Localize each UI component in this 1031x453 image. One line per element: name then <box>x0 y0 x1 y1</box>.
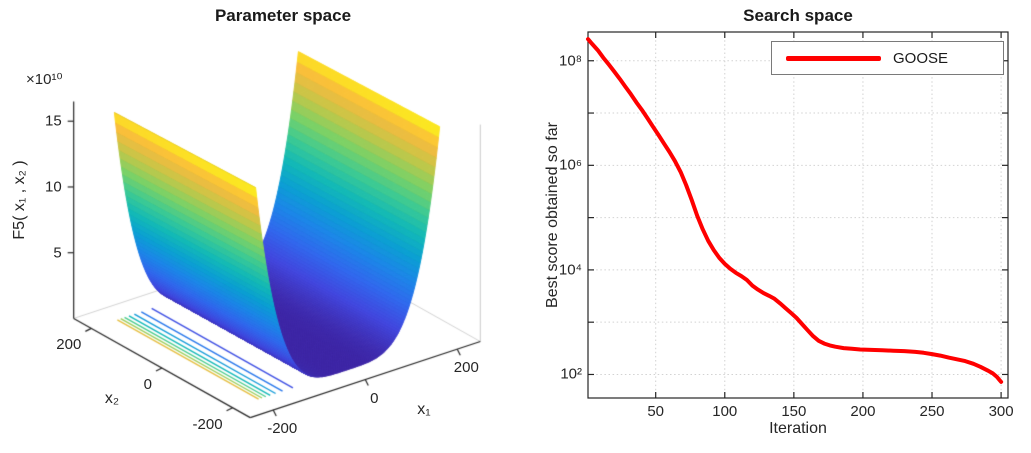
z-axis-label: F5( x₁ , x₂ ) <box>11 160 28 240</box>
legend: GOOSE <box>771 41 1004 75</box>
y-tick-label: 10² <box>560 365 582 383</box>
x1-tick-label: -200 <box>267 420 298 438</box>
search-space-plot <box>586 31 1009 399</box>
right-chart-title: Search space <box>743 6 853 25</box>
goose-convergence-line <box>586 37 1004 384</box>
y-tick-label: 10⁸ <box>558 52 582 70</box>
parameter-space-3d-plot <box>0 0 540 453</box>
legend-line-sample <box>786 55 881 61</box>
x2-axis-label: x₂ <box>104 390 120 407</box>
z-tick-label: 15 <box>44 112 62 130</box>
x-axis-label: Iteration <box>769 420 827 437</box>
x2-tick-label: 200 <box>56 336 82 354</box>
x-tick-label: 250 <box>919 403 945 420</box>
y-tick-label: 10⁴ <box>558 261 582 279</box>
x1-tick-label: 200 <box>453 359 479 377</box>
x-tick-label: 200 <box>850 403 876 420</box>
x2-tick-label: -200 <box>192 415 223 433</box>
plot-box <box>587 31 1009 399</box>
z-tick-label: 10 <box>44 178 62 196</box>
z-axis-exponent-label: ×10¹⁰ <box>26 71 63 88</box>
x-tick-label: 150 <box>781 403 807 420</box>
x-tick-label: 100 <box>712 403 738 420</box>
x-tick-label: 50 <box>647 403 665 420</box>
x-tick-label: 300 <box>988 403 1014 420</box>
x1-tick-label: 0 <box>370 389 379 407</box>
z-tick-label: 5 <box>53 244 62 262</box>
x1-axis-label: x₁ <box>417 401 431 418</box>
x2-tick-label: 0 <box>143 376 152 394</box>
legend-label: GOOSE <box>893 49 949 67</box>
y-tick-label: 10⁶ <box>559 156 582 174</box>
left-chart-title: Parameter space <box>214 6 352 25</box>
y-axis-label: Best score obtained so far <box>544 122 561 308</box>
